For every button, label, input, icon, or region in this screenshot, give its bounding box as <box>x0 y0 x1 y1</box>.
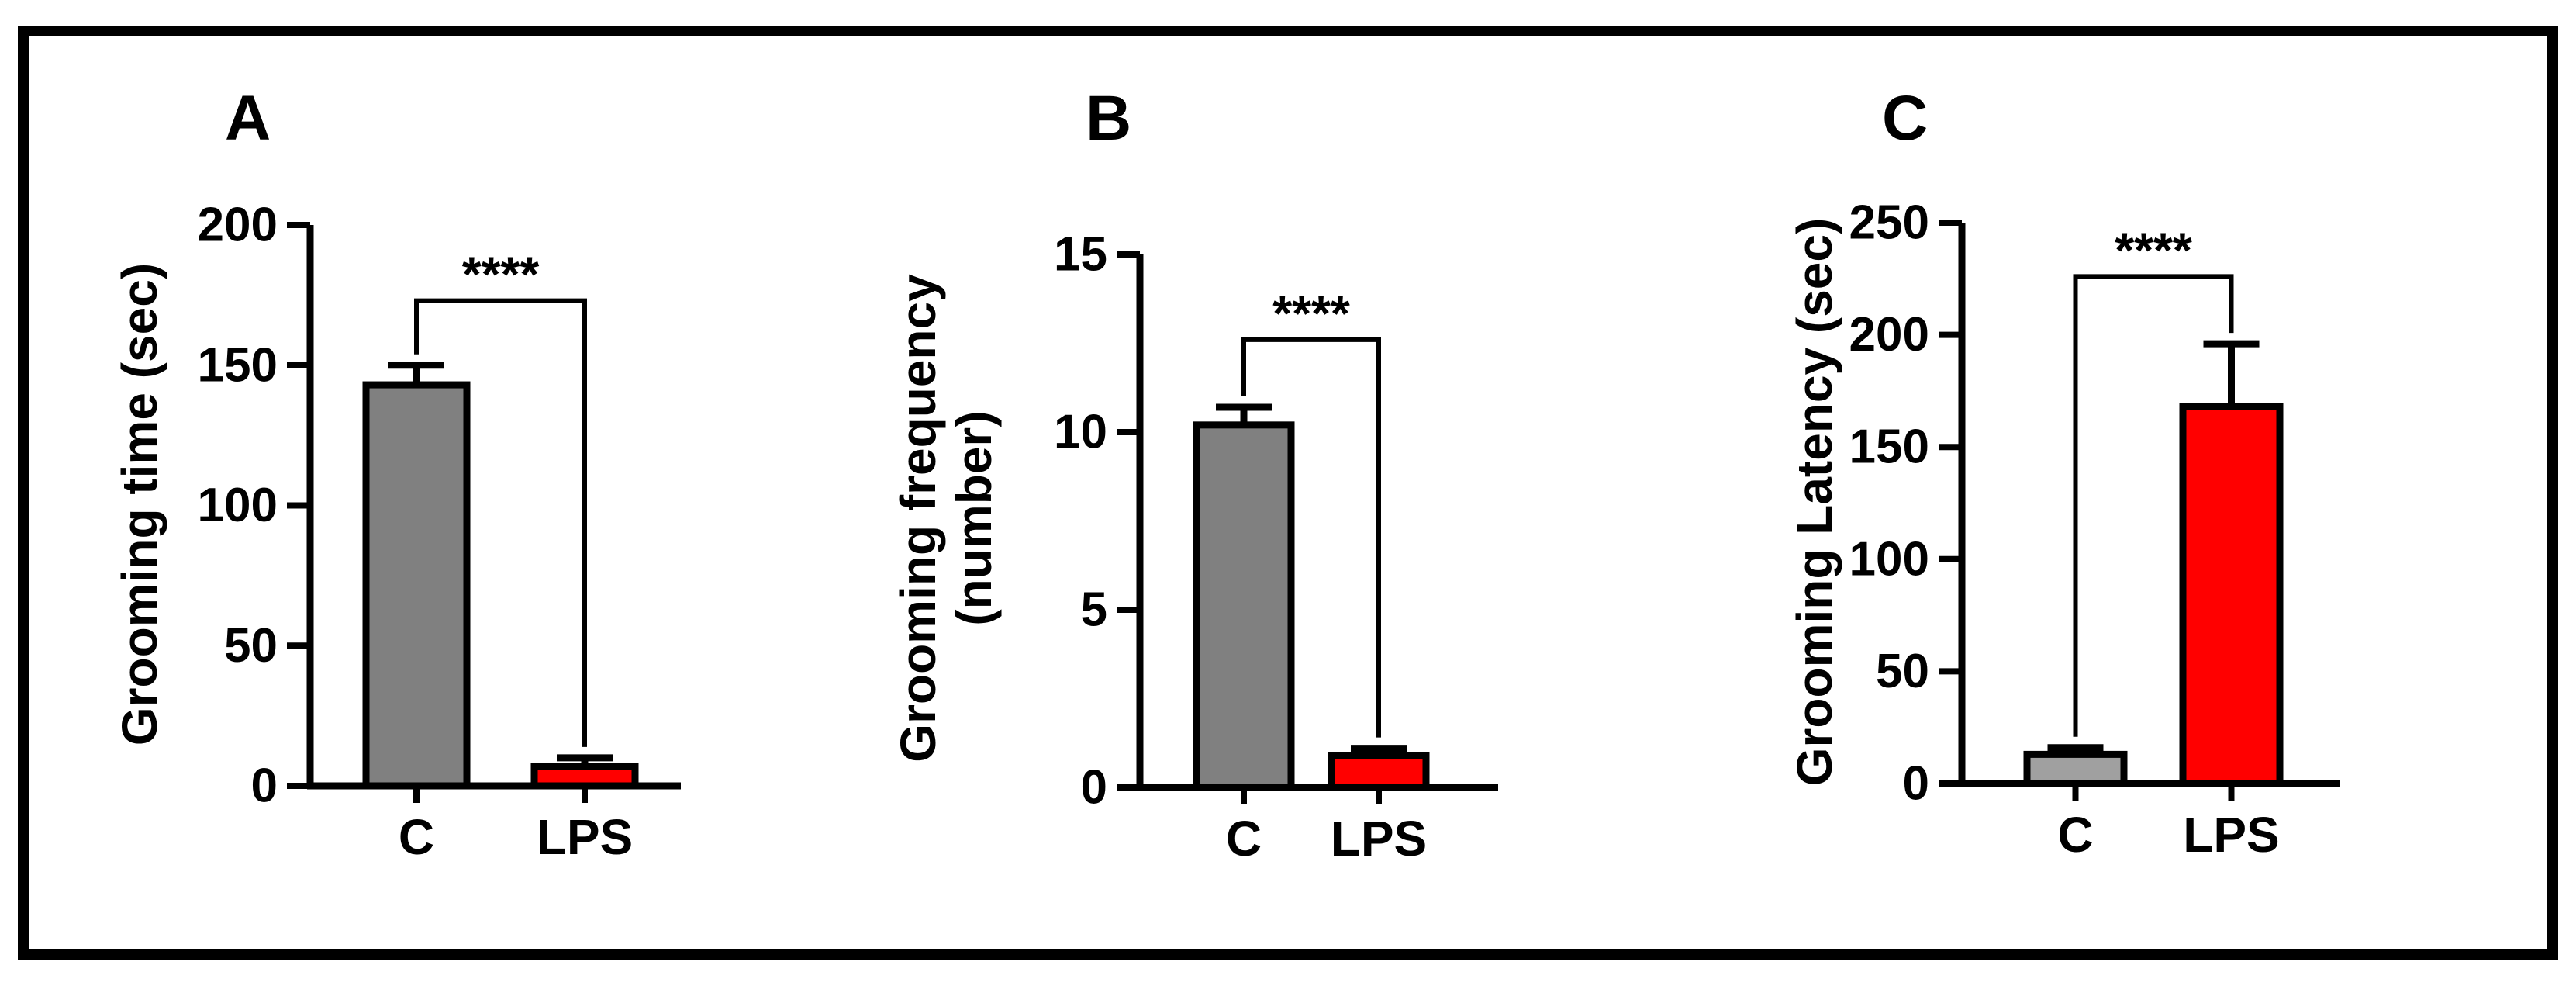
panel-a: A Grooming time (sec) C LPS 0 50 100 150 200 **** <box>112 83 681 865</box>
panel-label: A <box>225 83 271 154</box>
significance-bracket <box>414 298 587 747</box>
panel-label: B <box>1086 83 1131 154</box>
y-tick-label: 150 <box>1849 420 1929 474</box>
panel-c: C Grooming Latency (sec) C LPS 0 50 100 150 200 2… <box>1787 83 2340 863</box>
bar-c <box>2023 750 2128 787</box>
y-axis-label: (number) <box>946 410 1002 625</box>
y-tick-label: 200 <box>1849 308 1929 362</box>
significance-label: **** <box>2115 222 2192 278</box>
panel-b: B Grooming frequency (number) C LPS 0 5 10 15 ***… <box>890 83 1498 867</box>
y-axis-label: Grooming frequency <box>890 274 946 763</box>
y-tick-label: 5 <box>1081 583 1107 637</box>
bar-c <box>362 381 471 790</box>
x-tick-label: LPS <box>2183 807 2279 863</box>
y-tick-label: 0 <box>1903 757 1929 811</box>
bar-c <box>1193 421 1295 791</box>
bar-lps <box>2179 403 2284 787</box>
x-tick-label: C <box>399 809 434 865</box>
significance-label: **** <box>1272 285 1350 341</box>
panel-label: C <box>1882 83 1928 154</box>
y-tick-label: 10 <box>1054 406 1107 459</box>
y-axis-label: Grooming time (sec) <box>112 263 167 746</box>
y-tick-label: 100 <box>1849 532 1929 586</box>
x-tick-label: LPS <box>537 809 633 865</box>
x-tick-label: C <box>1226 811 1262 867</box>
y-axis-label: Grooming Latency (sec) <box>1787 218 1842 787</box>
x-tick-label: C <box>2057 807 2093 863</box>
significance-label: **** <box>462 247 540 303</box>
significance-bracket <box>1241 337 1381 738</box>
y-tick-label: 50 <box>1876 645 1929 698</box>
x-tick-label: LPS <box>1331 811 1427 867</box>
y-tick-label: 250 <box>1849 196 1929 250</box>
y-tick-label: 15 <box>1054 228 1107 282</box>
y-tick-label: 0 <box>251 759 278 813</box>
y-tick-label: 100 <box>198 479 278 532</box>
bar-lps <box>1328 752 1430 791</box>
y-tick-label: 150 <box>198 338 278 392</box>
significance-bracket <box>2073 274 2234 737</box>
y-tick-label: 0 <box>1081 761 1107 815</box>
y-tick-label: 50 <box>224 619 278 673</box>
y-tick-label: 200 <box>198 199 278 252</box>
